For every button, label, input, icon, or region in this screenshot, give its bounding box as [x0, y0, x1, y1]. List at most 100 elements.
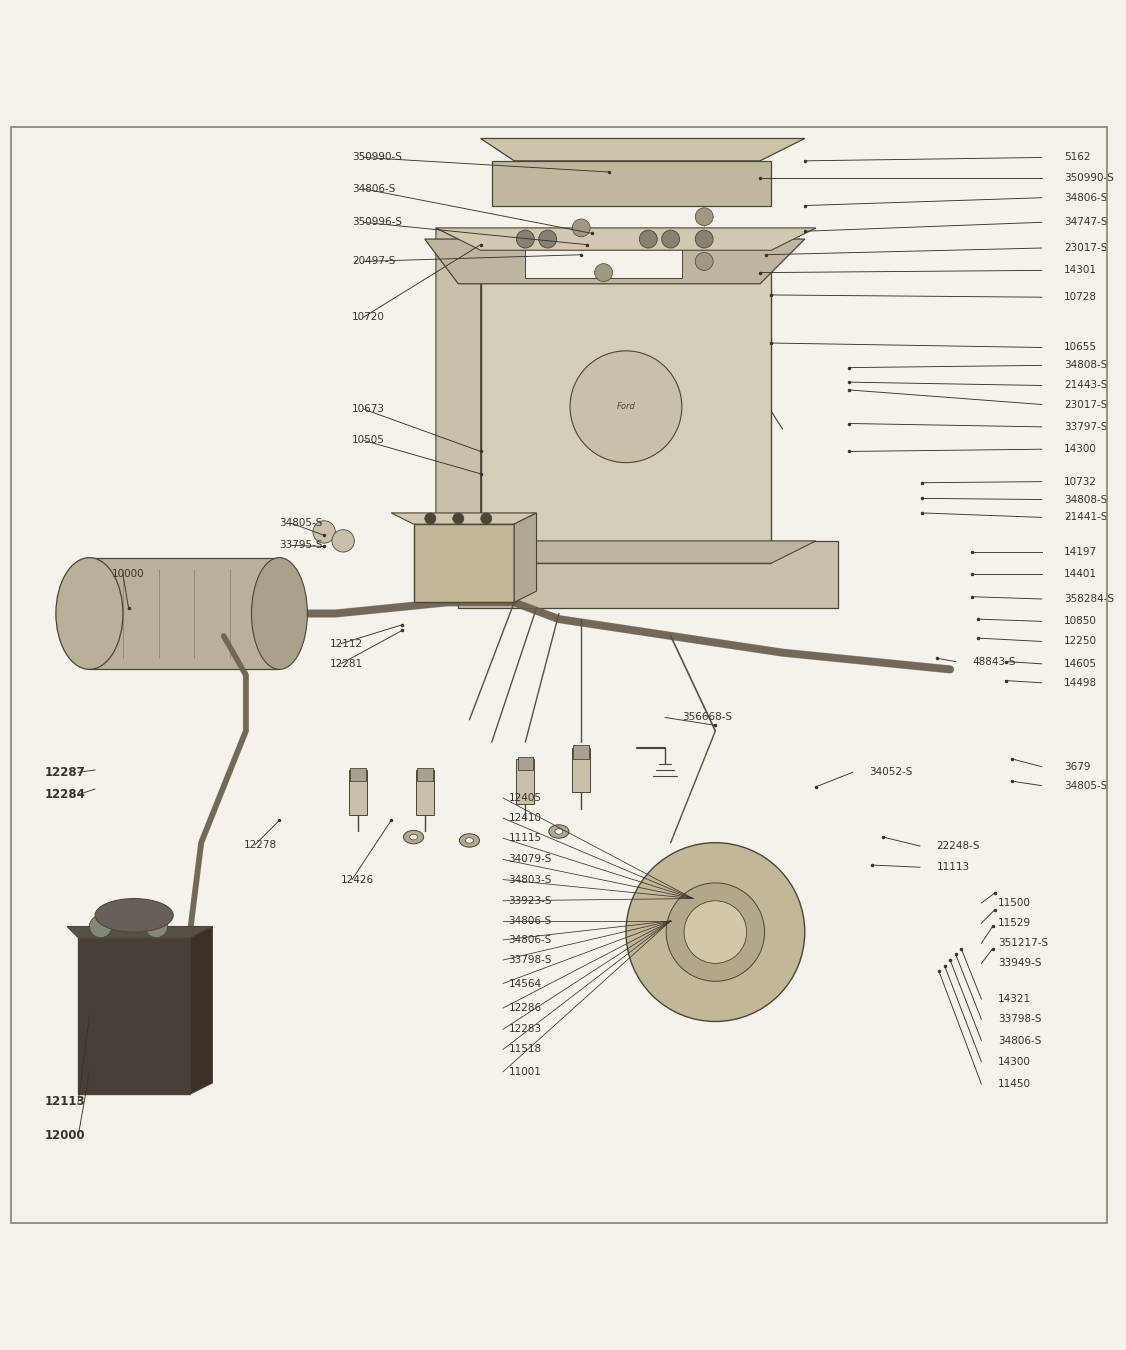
Text: 3679: 3679 — [1064, 761, 1091, 772]
Circle shape — [481, 513, 492, 524]
FancyBboxPatch shape — [481, 250, 771, 563]
Text: 34808-S: 34808-S — [1064, 360, 1108, 370]
FancyBboxPatch shape — [526, 244, 682, 278]
Ellipse shape — [95, 899, 173, 931]
Circle shape — [595, 263, 613, 282]
Text: 11450: 11450 — [998, 1079, 1031, 1089]
Text: 11115: 11115 — [509, 833, 542, 844]
FancyBboxPatch shape — [413, 524, 515, 602]
Text: 350996-S: 350996-S — [352, 217, 402, 227]
Text: 34079-S: 34079-S — [509, 855, 552, 864]
FancyBboxPatch shape — [518, 756, 534, 770]
Circle shape — [89, 915, 111, 938]
Circle shape — [145, 915, 168, 938]
Polygon shape — [436, 541, 816, 563]
Text: 34806-S: 34806-S — [1064, 193, 1108, 202]
Text: 33797-S: 33797-S — [1064, 421, 1108, 432]
Text: 34805-S: 34805-S — [1064, 780, 1108, 791]
Ellipse shape — [548, 825, 569, 838]
Circle shape — [695, 208, 713, 225]
Text: 350990-S: 350990-S — [1064, 173, 1114, 182]
Circle shape — [685, 900, 747, 964]
Text: 33798-S: 33798-S — [998, 1014, 1042, 1025]
Text: 10673: 10673 — [352, 404, 385, 414]
Circle shape — [667, 883, 765, 981]
Text: 34806-S: 34806-S — [509, 936, 552, 945]
Circle shape — [695, 252, 713, 270]
Polygon shape — [515, 513, 536, 602]
Text: 34808-S: 34808-S — [1064, 494, 1108, 505]
Text: 11001: 11001 — [509, 1066, 542, 1077]
Text: 12112: 12112 — [330, 639, 363, 649]
Circle shape — [570, 351, 682, 463]
Text: 12113: 12113 — [45, 1095, 86, 1108]
Polygon shape — [425, 239, 805, 284]
Text: 10720: 10720 — [352, 312, 385, 323]
FancyBboxPatch shape — [350, 768, 366, 782]
FancyBboxPatch shape — [492, 161, 771, 205]
Circle shape — [517, 230, 535, 248]
Text: 12286: 12286 — [509, 1003, 542, 1012]
Text: 12287: 12287 — [45, 765, 86, 779]
Ellipse shape — [459, 834, 480, 848]
Text: 23017-S: 23017-S — [1064, 400, 1108, 409]
FancyBboxPatch shape — [572, 748, 590, 792]
FancyBboxPatch shape — [89, 558, 279, 670]
Text: 12278: 12278 — [243, 840, 277, 850]
Text: 14300: 14300 — [1064, 444, 1097, 454]
Text: 10655: 10655 — [1064, 343, 1097, 352]
Text: 5162: 5162 — [1064, 153, 1091, 162]
Text: 21441-S: 21441-S — [1064, 513, 1108, 522]
Text: 20497-S: 20497-S — [352, 256, 395, 266]
Ellipse shape — [410, 834, 418, 840]
Ellipse shape — [251, 558, 307, 670]
Text: 351217-S: 351217-S — [998, 938, 1048, 948]
Polygon shape — [391, 513, 536, 524]
Text: 12405: 12405 — [509, 792, 542, 803]
FancyBboxPatch shape — [458, 541, 839, 608]
Text: 10505: 10505 — [352, 435, 385, 446]
FancyBboxPatch shape — [517, 759, 535, 803]
FancyBboxPatch shape — [573, 745, 589, 759]
Text: 358284-S: 358284-S — [1064, 594, 1115, 603]
Text: 12250: 12250 — [1064, 636, 1097, 647]
Polygon shape — [190, 926, 213, 1094]
Text: 10728: 10728 — [1064, 292, 1097, 302]
Circle shape — [695, 230, 713, 248]
Polygon shape — [436, 228, 816, 250]
Text: 33949-S: 33949-S — [998, 958, 1042, 968]
Text: 12283: 12283 — [509, 1025, 542, 1034]
Text: 14301: 14301 — [1064, 266, 1097, 275]
Text: 12281: 12281 — [330, 659, 363, 668]
Text: 14564: 14564 — [509, 979, 542, 988]
Ellipse shape — [403, 830, 423, 844]
Circle shape — [425, 513, 436, 524]
Text: 34806-S: 34806-S — [998, 1035, 1042, 1045]
Polygon shape — [68, 926, 213, 938]
Text: 14401: 14401 — [1064, 570, 1097, 579]
Text: 14498: 14498 — [1064, 678, 1097, 687]
FancyBboxPatch shape — [349, 769, 367, 814]
Circle shape — [332, 529, 355, 552]
Circle shape — [640, 230, 658, 248]
FancyBboxPatch shape — [417, 768, 432, 782]
Text: 12284: 12284 — [45, 788, 86, 801]
Text: 34806-S: 34806-S — [509, 915, 552, 926]
Circle shape — [313, 521, 336, 543]
Text: 11529: 11529 — [998, 918, 1031, 929]
Text: 21443-S: 21443-S — [1064, 381, 1108, 390]
Circle shape — [662, 230, 680, 248]
Circle shape — [453, 513, 464, 524]
Text: 12410: 12410 — [509, 813, 542, 823]
Ellipse shape — [465, 837, 473, 844]
Text: 14197: 14197 — [1064, 547, 1097, 558]
Text: 11113: 11113 — [937, 863, 969, 872]
Text: 34747-S: 34747-S — [1064, 217, 1108, 227]
FancyBboxPatch shape — [78, 938, 190, 1094]
Text: 11500: 11500 — [998, 898, 1031, 909]
Text: 10732: 10732 — [1064, 477, 1097, 486]
Circle shape — [572, 219, 590, 236]
FancyBboxPatch shape — [415, 769, 434, 814]
Text: 14300: 14300 — [998, 1057, 1031, 1066]
Text: 350990-S: 350990-S — [352, 153, 402, 162]
